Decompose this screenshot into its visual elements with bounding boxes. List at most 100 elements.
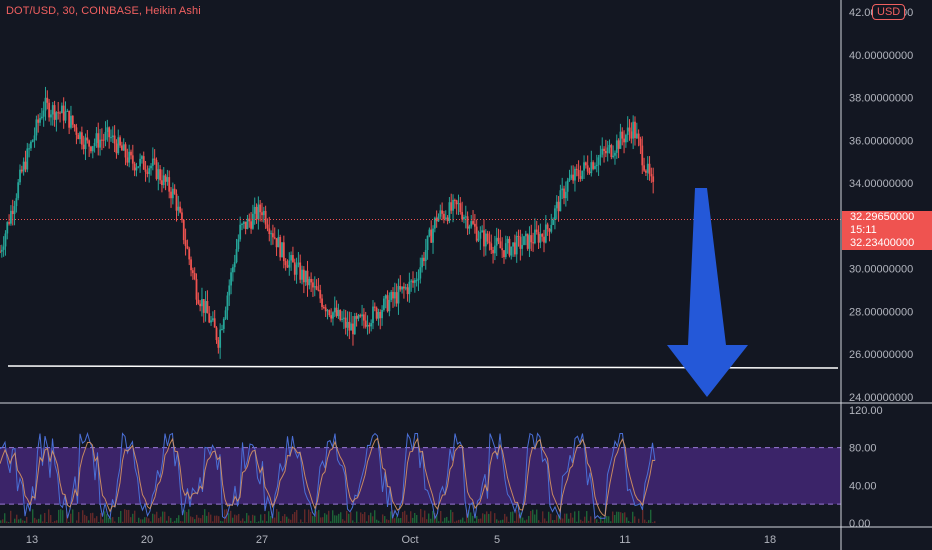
candle-body bbox=[464, 216, 467, 218]
volume-bar bbox=[32, 509, 34, 523]
candle-body bbox=[523, 236, 525, 245]
volume-bar bbox=[6, 521, 8, 523]
candle-body bbox=[57, 112, 60, 114]
candle-body bbox=[188, 248, 191, 260]
candle-body bbox=[77, 134, 80, 140]
volume-bar bbox=[322, 517, 324, 523]
volume-bar bbox=[602, 520, 604, 523]
candle-body bbox=[321, 298, 323, 307]
volume-bar bbox=[264, 514, 266, 523]
candle-body bbox=[392, 291, 394, 299]
volume-bar bbox=[124, 509, 126, 523]
candle-body bbox=[204, 301, 207, 313]
candle-body bbox=[601, 148, 604, 155]
volume-bar bbox=[516, 510, 518, 523]
volume-bar bbox=[304, 509, 306, 523]
candle-body bbox=[403, 286, 405, 289]
volume-bar bbox=[232, 517, 234, 523]
candle-body bbox=[603, 148, 605, 151]
volume-bar bbox=[244, 521, 246, 523]
volume-bar bbox=[576, 521, 578, 523]
volume-bar bbox=[184, 510, 186, 523]
volume-bar bbox=[578, 510, 580, 523]
volume-bar bbox=[46, 522, 48, 523]
volume-bar bbox=[190, 516, 192, 523]
volume-bar bbox=[246, 513, 248, 523]
volume-bar bbox=[90, 513, 92, 523]
candle-body bbox=[641, 145, 644, 166]
volume-bar bbox=[248, 515, 250, 523]
candle-body bbox=[253, 206, 256, 214]
currency-button[interactable]: USD bbox=[872, 4, 906, 20]
candle-body bbox=[141, 156, 143, 159]
volume-bar bbox=[388, 520, 390, 523]
candle-body bbox=[130, 151, 132, 156]
volume-bar bbox=[214, 515, 216, 523]
down-arrow-icon[interactable] bbox=[667, 188, 748, 397]
candle-body bbox=[17, 182, 20, 199]
symbol-title[interactable]: DOT/USD, 30, COINBASE, Heikin Ashi bbox=[6, 5, 201, 17]
volume-bar bbox=[340, 512, 342, 523]
candle-body bbox=[426, 235, 429, 250]
volume-bar bbox=[86, 516, 88, 523]
volume-bar bbox=[512, 511, 514, 523]
candle-body bbox=[139, 158, 141, 167]
volume-bar bbox=[574, 511, 576, 523]
candle-body bbox=[244, 221, 247, 229]
volume-bar bbox=[484, 514, 486, 523]
candle-body bbox=[448, 202, 451, 222]
candle-body bbox=[626, 127, 629, 135]
volume-bar bbox=[318, 509, 320, 523]
candle-body bbox=[184, 240, 187, 246]
volume-bar bbox=[316, 511, 318, 523]
candle-body bbox=[635, 133, 638, 139]
candle-body bbox=[468, 226, 471, 229]
volume-bar bbox=[42, 521, 44, 523]
candle-body bbox=[2, 246, 5, 250]
candle-body bbox=[555, 201, 558, 209]
candle-body bbox=[479, 232, 482, 239]
candle-body bbox=[272, 233, 274, 238]
candle-body bbox=[375, 307, 378, 319]
volume-bar bbox=[142, 519, 144, 523]
candle-body bbox=[293, 262, 296, 275]
volume-bar bbox=[154, 514, 156, 523]
volume-bar bbox=[110, 517, 112, 523]
volume-bar bbox=[456, 520, 458, 523]
candle-body bbox=[310, 278, 313, 283]
candle-body bbox=[359, 315, 362, 317]
volume-bar bbox=[50, 515, 52, 523]
candle-body bbox=[461, 212, 464, 220]
volume-bar bbox=[582, 521, 584, 523]
volume-bar bbox=[52, 522, 54, 523]
candle-body bbox=[457, 203, 460, 205]
volume-bar bbox=[546, 521, 548, 523]
volume-bar bbox=[472, 515, 474, 523]
candle-body bbox=[35, 119, 38, 136]
volume-bar bbox=[286, 516, 288, 523]
volume-bar bbox=[532, 509, 534, 523]
volume-bar bbox=[508, 521, 510, 523]
volume-bar bbox=[404, 510, 406, 523]
candle-body bbox=[524, 233, 527, 237]
volume-bar bbox=[624, 512, 626, 523]
volume-bar bbox=[218, 516, 220, 523]
volume-bar bbox=[536, 509, 538, 523]
candle-body bbox=[239, 224, 242, 240]
candle-body bbox=[632, 121, 635, 139]
volume-bar bbox=[204, 509, 206, 523]
volume-bar bbox=[40, 514, 42, 523]
candle-body bbox=[497, 237, 500, 242]
candle-body bbox=[634, 121, 636, 139]
volume-bar bbox=[94, 518, 96, 523]
price-tick-label: 40.00000000 bbox=[849, 50, 913, 62]
candle-body bbox=[246, 218, 249, 229]
volume-bar bbox=[466, 509, 468, 523]
volume-bar bbox=[632, 511, 634, 523]
volume-bar bbox=[558, 514, 560, 523]
volume-bar bbox=[476, 515, 478, 523]
volume-bar bbox=[486, 511, 488, 523]
candle-body bbox=[361, 314, 363, 317]
